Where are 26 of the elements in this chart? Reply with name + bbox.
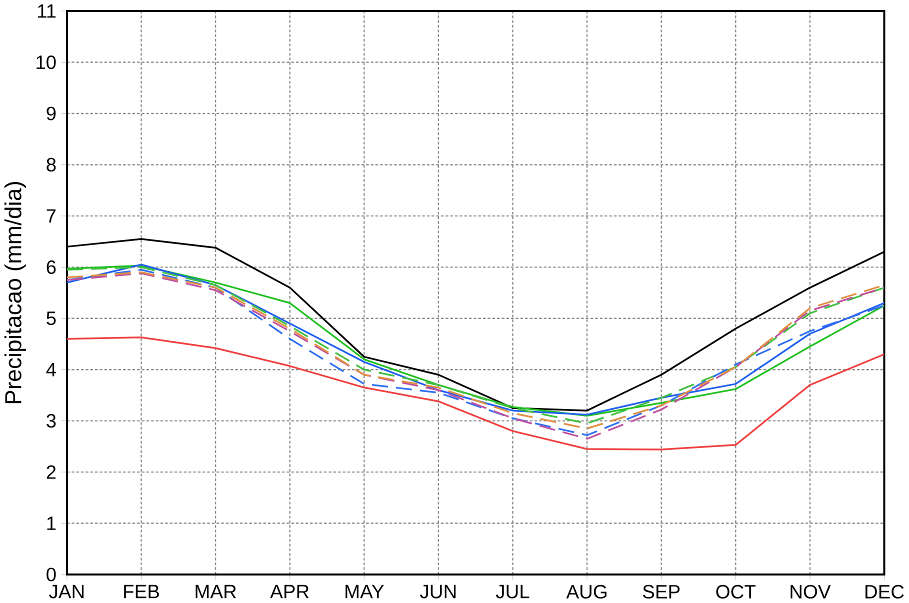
x-tick-label: JUL (496, 584, 530, 598)
x-tick-label: JAN (49, 584, 84, 598)
x-tick-label: APR (270, 584, 309, 598)
y-tick-label: 6 (46, 260, 56, 274)
y-axis-title: Precipitacao (mm/dia) (4, 182, 26, 404)
y-tick-label: 8 (46, 158, 56, 172)
x-tick-label: FEB (124, 584, 159, 598)
y-tick-label: 5 (46, 312, 56, 326)
y-tick-label: 3 (46, 414, 56, 428)
line-series (66, 336, 884, 450)
x-tick-label: MAR (196, 584, 236, 598)
x-tick-label: NOV (790, 584, 831, 599)
y-tick-label: 4 (46, 362, 56, 376)
y-tick-label: 2 (46, 465, 56, 479)
y-tick-label: 11 (38, 4, 56, 18)
y-tick-label: 0 (46, 568, 56, 582)
x-tick-label: AUG (566, 584, 606, 599)
x-tick-label: JUN (420, 584, 456, 598)
x-tick-label: MAY (346, 584, 384, 598)
y-tick-label: 1 (47, 516, 56, 530)
x-tick-label: OCT (716, 584, 756, 599)
x-tick-label: SEP (642, 584, 680, 599)
y-tick-label: 10 (36, 55, 56, 70)
y-tick-label: 7 (46, 209, 56, 223)
x-tick-label: DEC (866, 584, 904, 599)
y-tick-label: 9 (46, 106, 56, 120)
